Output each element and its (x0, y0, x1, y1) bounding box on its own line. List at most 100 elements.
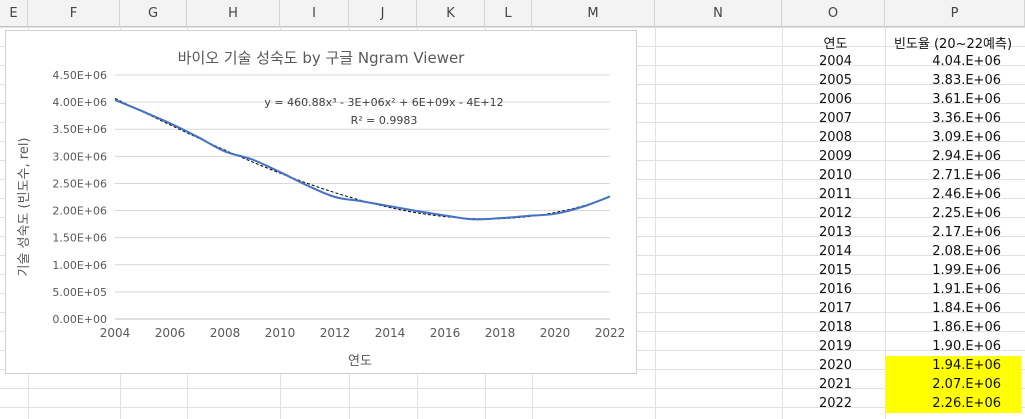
year-cell[interactable]: 2008 (818, 130, 853, 145)
column-header-e[interactable]: E (0, 0, 28, 27)
data-point[interactable] (443, 213, 447, 217)
column-gridline (782, 27, 783, 419)
value-cell[interactable]: 3.36.E+06 (932, 111, 1001, 126)
column-header-g[interactable]: G (120, 0, 187, 27)
value-cell[interactable]: 1.99.E+06 (932, 263, 1001, 278)
x-tick-labels: 2004 2006 2008 2010 2012 2014 2016 2018 2020 2022 (100, 326, 626, 340)
value-cell[interactable]: 1.86.E+06 (932, 320, 1001, 335)
x-tick-label: 2016 (430, 326, 461, 340)
column-header-o[interactable]: O (782, 0, 885, 27)
data-point[interactable] (278, 170, 282, 174)
value-cell[interactable]: 2.71.E+06 (932, 168, 1001, 183)
year-cell[interactable]: 2016 (818, 282, 853, 297)
data-point[interactable] (333, 195, 337, 199)
value-cell[interactable]: 2.17.E+06 (932, 225, 1001, 240)
value-cell[interactable]: 1.94.E+06 (885, 356, 1021, 375)
y-tick-label: 3.00E+06 (52, 150, 107, 163)
value-cell[interactable]: 2.25.E+06 (932, 206, 1001, 221)
y-tick-label: 4.00E+06 (52, 96, 107, 109)
year-cell[interactable]: 2015 (818, 263, 853, 278)
year-header-cell[interactable]: 연도 (823, 37, 848, 52)
x-tick-label: 2004 (100, 326, 131, 340)
gridlines (115, 74, 610, 320)
data-point[interactable] (196, 135, 200, 139)
year-cell[interactable]: 2017 (818, 301, 853, 316)
year-cell[interactable]: 2019 (818, 339, 853, 354)
column-header-j[interactable]: J (349, 0, 417, 27)
value-cell[interactable]: 2.08.E+06 (932, 244, 1001, 259)
chart-title: 바이오 기술 성숙도 by 구글 Ngram Viewer (178, 49, 466, 67)
y-tick-label: 0.00E+00 (52, 313, 107, 326)
chart-container[interactable]: 0.00E+00 5.00E+05 1.00E+06 1.50E+06 2.00E+06… (5, 30, 637, 374)
year-cell[interactable]: 2018 (818, 320, 853, 335)
column-header-n[interactable]: N (655, 0, 782, 27)
value-cell[interactable]: 1.84.E+06 (932, 301, 1001, 316)
x-tick-label: 2022 (595, 326, 626, 340)
column-header-p[interactable]: P (885, 0, 1025, 27)
year-cell[interactable]: 2013 (818, 225, 853, 240)
data-point[interactable] (168, 121, 172, 125)
column-header-f[interactable]: F (28, 0, 120, 27)
year-cell[interactable]: 2006 (818, 92, 853, 107)
column-header-l[interactable]: L (485, 0, 532, 27)
data-point[interactable] (526, 214, 530, 218)
row-gridline (0, 388, 1025, 389)
x-tick-label: 2006 (155, 326, 186, 340)
data-point[interactable] (416, 209, 420, 213)
y-tick-labels: 0.00E+00 5.00E+05 1.00E+06 1.50E+06 2.00E+06… (52, 69, 107, 326)
value-cell[interactable]: 3.83.E+06 (932, 73, 1001, 88)
x-axis-label: 연도 (348, 354, 372, 369)
data-point[interactable] (608, 194, 612, 198)
value-cell[interactable]: 3.09.E+06 (932, 130, 1001, 145)
data-point[interactable] (498, 216, 502, 220)
column-header-h[interactable]: H (187, 0, 280, 27)
data-point[interactable] (223, 149, 227, 153)
data-point[interactable] (553, 212, 557, 216)
data-point[interactable] (471, 217, 475, 221)
line-chart: 0.00E+00 5.00E+05 1.00E+06 1.50E+06 2.00E+06… (17, 49, 626, 369)
year-cell[interactable]: 2007 (818, 111, 853, 126)
data-point[interactable] (306, 184, 310, 188)
row-gridline (0, 27, 1025, 28)
column-header-m[interactable]: M (532, 0, 655, 27)
data-point[interactable] (113, 98, 117, 102)
y-tick-label: 4.50E+06 (52, 69, 107, 82)
x-tick-label: 2010 (265, 326, 296, 340)
y-axis-label: 기술 성숙도 (빈도수, rel) (17, 137, 32, 276)
data-point[interactable] (388, 204, 392, 208)
trendline-equation: y = 460.88x³ - 3E+06x² + 6E+09x - 4E+12 (264, 96, 503, 109)
x-tick-label: 2012 (320, 326, 351, 340)
year-cell[interactable]: 2009 (818, 149, 853, 164)
y-tick-label: 1.50E+06 (52, 232, 107, 245)
year-cell[interactable]: 2020 (818, 358, 853, 373)
year-cell[interactable]: 2022 (818, 396, 853, 411)
value-cell[interactable]: 2.26.E+06 (885, 394, 1021, 413)
column-gridline (885, 27, 886, 419)
y-tick-label: 2.00E+06 (52, 205, 107, 218)
data-point[interactable] (581, 205, 585, 209)
value-cell[interactable]: 2.46.E+06 (932, 187, 1001, 202)
data-point[interactable] (361, 199, 365, 203)
value-cell[interactable]: 1.90.E+06 (932, 339, 1001, 354)
column-header-i[interactable]: I (280, 0, 349, 27)
data-point[interactable] (251, 158, 255, 162)
column-header-k[interactable]: K (417, 0, 485, 27)
x-tick-label: 2020 (540, 326, 571, 340)
value-header-cell[interactable]: 빈도율 (20~22예측) (893, 37, 1013, 52)
value-cell[interactable]: 4.04.E+06 (932, 54, 1001, 69)
column-gridline (655, 27, 656, 419)
value-cell[interactable]: 1.91.E+06 (932, 282, 1001, 297)
data-point[interactable] (141, 109, 145, 113)
value-cell[interactable]: 3.61.E+06 (932, 92, 1001, 107)
year-cell[interactable]: 2012 (818, 206, 853, 221)
year-cell[interactable]: 2011 (818, 187, 853, 202)
series-line[interactable] (114, 99, 611, 221)
year-cell[interactable]: 2010 (818, 168, 853, 183)
value-cell[interactable]: 2.07.E+06 (885, 375, 1021, 394)
r-squared-label: R² = 0.9983 (351, 114, 418, 127)
year-cell[interactable]: 2021 (818, 377, 853, 392)
year-cell[interactable]: 2014 (818, 244, 853, 259)
value-cell[interactable]: 2.94.E+06 (932, 149, 1001, 164)
year-cell[interactable]: 2005 (818, 73, 853, 88)
year-cell[interactable]: 2004 (818, 54, 853, 69)
